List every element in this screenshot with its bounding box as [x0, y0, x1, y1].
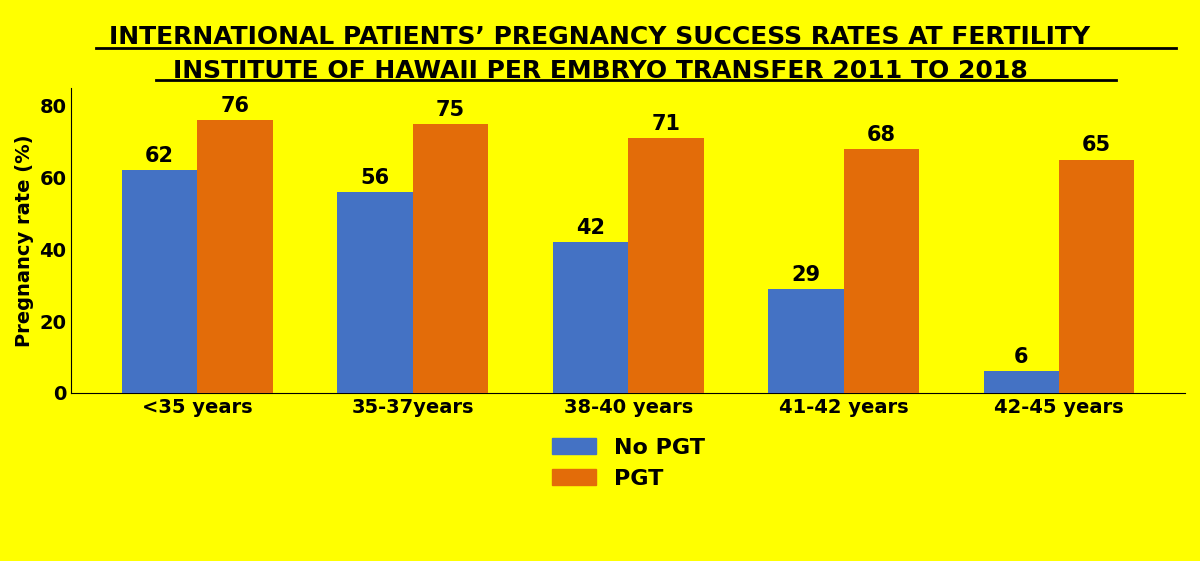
Text: 56: 56	[360, 168, 390, 188]
Text: 65: 65	[1082, 135, 1111, 155]
Text: 68: 68	[866, 125, 895, 145]
Legend: No PGT, PGT: No PGT, PGT	[542, 429, 714, 498]
Bar	[198, 120, 272, 393]
Text: 42: 42	[576, 218, 605, 238]
Y-axis label: Pregnancy rate (%): Pregnancy rate (%)	[16, 134, 34, 347]
Text: INSTITUTE OF HAWAII PER EMBRYO TRANSFER 2011 TO 2018: INSTITUTE OF HAWAII PER EMBRYO TRANSFER …	[173, 59, 1027, 83]
Bar	[768, 289, 844, 393]
Text: 62: 62	[145, 146, 174, 166]
Bar	[1058, 160, 1134, 393]
Text: 29: 29	[791, 265, 821, 284]
Text: 75: 75	[436, 99, 466, 119]
Bar	[413, 124, 488, 393]
Bar	[984, 371, 1058, 393]
Bar	[844, 149, 919, 393]
Bar	[122, 171, 198, 393]
Bar	[553, 242, 629, 393]
Text: INTERNATIONAL PATIENTS’ PREGNANCY SUCCESS RATES AT FERTILITY: INTERNATIONAL PATIENTS’ PREGNANCY SUCCES…	[109, 25, 1091, 49]
Bar	[629, 138, 703, 393]
Text: 6: 6	[1014, 347, 1028, 367]
Text: 76: 76	[221, 96, 250, 116]
Text: 71: 71	[652, 114, 680, 134]
Bar	[337, 192, 413, 393]
